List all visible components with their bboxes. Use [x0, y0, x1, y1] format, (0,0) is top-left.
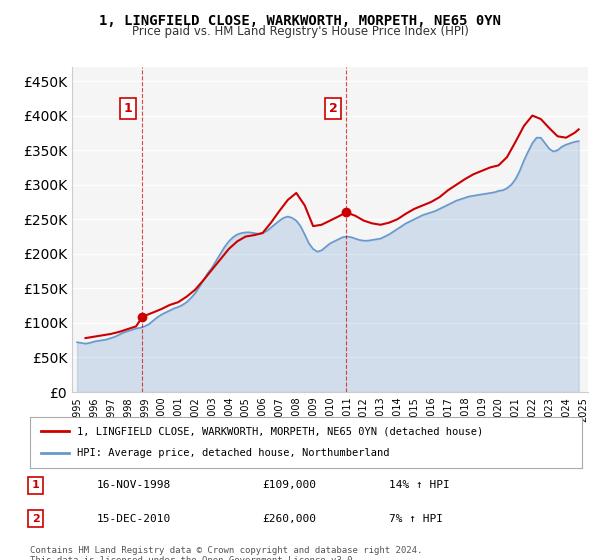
Text: 2: 2	[32, 514, 40, 524]
Text: 1: 1	[123, 102, 132, 115]
Text: £109,000: £109,000	[262, 480, 316, 490]
Text: 15-DEC-2010: 15-DEC-2010	[96, 514, 170, 524]
Text: 16-NOV-1998: 16-NOV-1998	[96, 480, 170, 490]
Text: HPI: Average price, detached house, Northumberland: HPI: Average price, detached house, Nort…	[77, 449, 389, 459]
Text: 2: 2	[329, 102, 338, 115]
Text: 7% ↑ HPI: 7% ↑ HPI	[389, 514, 443, 524]
Text: 14% ↑ HPI: 14% ↑ HPI	[389, 480, 449, 490]
Text: Price paid vs. HM Land Registry's House Price Index (HPI): Price paid vs. HM Land Registry's House …	[131, 25, 469, 38]
Text: 1: 1	[32, 480, 40, 490]
Text: 1, LINGFIELD CLOSE, WARKWORTH, MORPETH, NE65 0YN: 1, LINGFIELD CLOSE, WARKWORTH, MORPETH, …	[99, 14, 501, 28]
Text: Contains HM Land Registry data © Crown copyright and database right 2024.
This d: Contains HM Land Registry data © Crown c…	[30, 546, 422, 560]
Text: £260,000: £260,000	[262, 514, 316, 524]
Text: 1, LINGFIELD CLOSE, WARKWORTH, MORPETH, NE65 0YN (detached house): 1, LINGFIELD CLOSE, WARKWORTH, MORPETH, …	[77, 426, 483, 436]
